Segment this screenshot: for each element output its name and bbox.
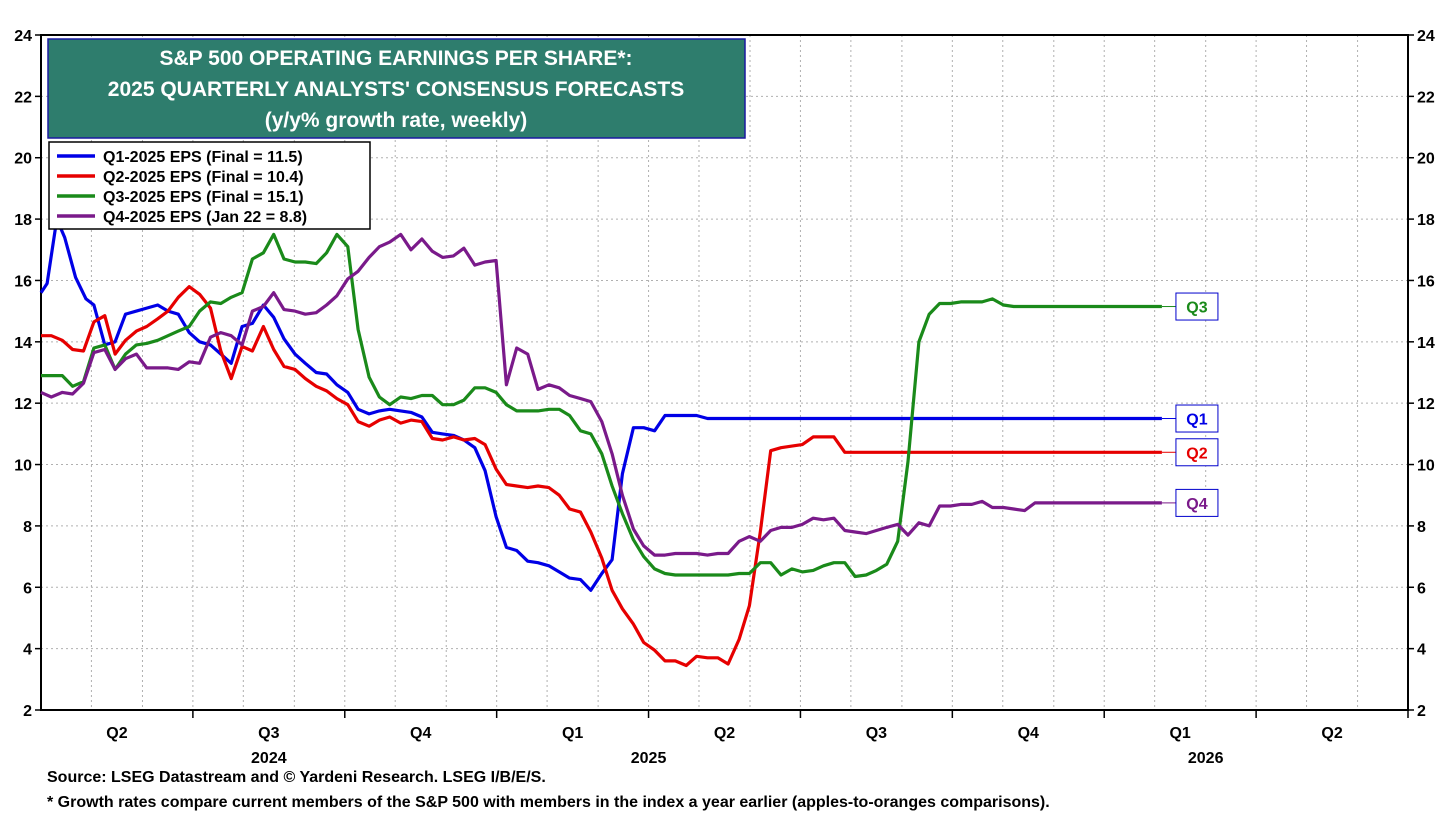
x-quarter-label: Q4	[410, 725, 431, 742]
series-line-q2	[41, 285, 1162, 668]
y-tick-label-right: 8	[1417, 519, 1426, 536]
x-year-label: 2026	[1188, 750, 1224, 767]
title-line-3: (y/y% growth rate, weekly)	[265, 109, 528, 132]
series-line-q4	[40, 232, 1162, 557]
title-line-1: S&P 500 OPERATING EARNINGS PER SHARE*:	[160, 47, 633, 70]
legend-box	[48, 141, 371, 230]
legend-entry: Q2-2025 EPS (Final = 10.4)	[103, 169, 304, 186]
legend-entry: Q4-2025 EPS (Jan 22 = 8.8)	[103, 209, 307, 226]
end-label-q1: Q1	[1186, 412, 1207, 429]
y-tick-label-right: 14	[1417, 335, 1435, 352]
x-quarter-label: Q3	[258, 725, 279, 742]
y-tick-label-left: 22	[14, 89, 32, 106]
series-group: Q1 Q2 Q3 Q4	[39, 217, 1219, 668]
y-tick-label-left: 12	[14, 396, 32, 413]
y-tick-label-left: 10	[14, 458, 32, 475]
series-line-q1	[39, 217, 1162, 592]
legend: Q1-2025 EPS (Final = 11.5) Q2-2025 EPS (F…	[48, 141, 371, 230]
y-tick-label-right: 10	[1417, 458, 1435, 475]
end-label-box	[1175, 404, 1219, 433]
source-note: Source: LSEG Datastream and © Yardeni Re…	[47, 769, 546, 786]
y-tick-label-left: 20	[14, 151, 32, 168]
x-quarter-label: Q3	[866, 725, 887, 742]
y-tick-label-left: 16	[14, 273, 32, 290]
title-box: S&P 500 OPERATING EARNINGS PER SHARE*: 20…	[47, 38, 746, 139]
y-tick-label-left: 14	[14, 335, 32, 352]
x-quarter-label: Q2	[1321, 725, 1342, 742]
x-year-label: 2024	[251, 750, 287, 767]
end-label-q2: Q2	[1186, 445, 1207, 462]
y-tick-label-right: 12	[1417, 396, 1435, 413]
end-label-q4: Q4	[1186, 496, 1207, 513]
y-tick-label-left: 18	[14, 212, 32, 229]
y-tick-label-left: 8	[23, 519, 32, 536]
end-label-box	[1175, 292, 1219, 321]
end-label-q3: Q3	[1186, 300, 1207, 317]
end-label-box	[1175, 438, 1219, 467]
title-line-2: 2025 QUARTERLY ANALYSTS' CONSENSUS FOREC…	[108, 78, 684, 101]
x-quarter-label: Q2	[106, 725, 127, 742]
x-year-label: 2025	[631, 750, 667, 767]
plot-frame	[40, 34, 1409, 711]
y-tick-label-right: 18	[1417, 212, 1435, 229]
title-background	[47, 38, 746, 139]
y-tick-label-right: 6	[1417, 580, 1426, 597]
y-tick-label-left: 2	[23, 703, 32, 720]
y-tick-label-right: 24	[1417, 28, 1435, 45]
end-label-box	[1175, 488, 1219, 517]
y-tick-label-right: 2	[1417, 703, 1426, 720]
legend-entry: Q1-2025 EPS (Final = 11.5)	[103, 149, 303, 166]
y-tick-label-right: 16	[1417, 273, 1435, 290]
y-tick-label-right: 4	[1417, 642, 1426, 659]
x-quarter-label: Q1	[562, 725, 583, 742]
y-tick-label-right: 20	[1417, 151, 1435, 168]
y-tick-label-left: 24	[14, 28, 32, 45]
x-quarter-label: Q2	[714, 725, 735, 742]
y-tick-label-left: 4	[23, 642, 32, 659]
growth-footnote: * Growth rates compare current members o…	[47, 794, 1050, 811]
x-quarter-label: Q1	[1169, 725, 1190, 742]
y-tick-label-left: 6	[23, 580, 32, 597]
y-tick-label-right: 22	[1417, 89, 1435, 106]
legend-entry: Q3-2025 EPS (Final = 15.1)	[103, 189, 304, 206]
x-quarter-label: Q4	[1018, 725, 1039, 742]
series-line-q3	[41, 232, 1162, 579]
